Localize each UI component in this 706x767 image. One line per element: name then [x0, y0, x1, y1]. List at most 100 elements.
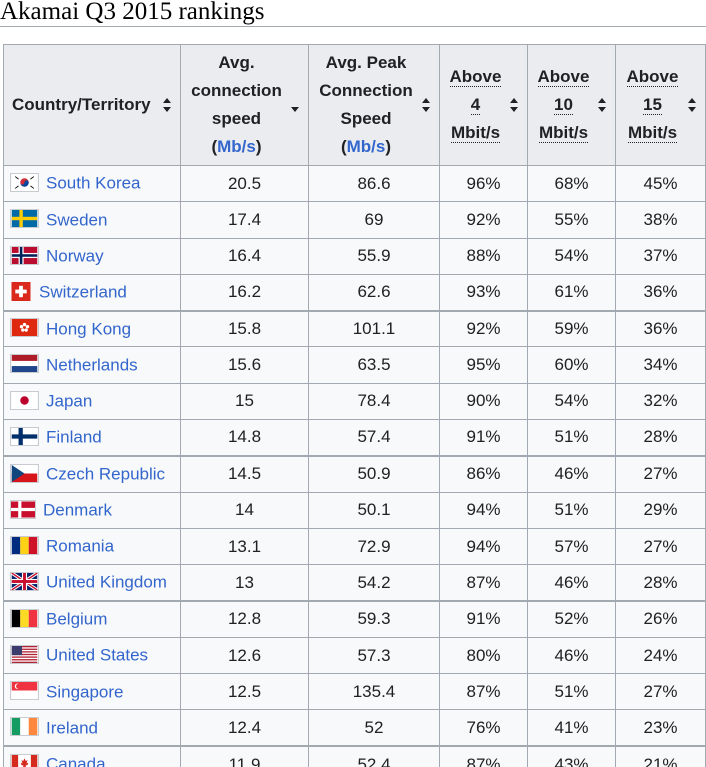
- above15-header-line: 15: [643, 95, 662, 115]
- hong-kong-flag-icon: [10, 318, 39, 338]
- avg-speed-cell: 14.5: [180, 454, 309, 493]
- above-10-cell: 59%: [527, 309, 616, 348]
- avg-speed-cell: 15.8: [180, 309, 309, 348]
- country-link[interactable]: Netherlands: [46, 355, 138, 375]
- country-link[interactable]: Czech Republic: [46, 464, 166, 484]
- sort-icon[interactable]: [422, 98, 431, 112]
- paren: (: [340, 137, 347, 156]
- sort-icon[interactable]: [598, 98, 607, 112]
- peak-speed-cell: 62.6: [308, 273, 440, 312]
- country-link[interactable]: Ireland: [46, 718, 98, 738]
- country-cell: South Korea: [3, 164, 181, 203]
- avg-speed-column-header[interactable]: Avg. connection speed (Mb/s): [180, 44, 309, 166]
- peak-speed-cell: 50.1: [308, 491, 440, 529]
- peak-header-line: Connection: [319, 81, 413, 100]
- japan-flag-icon: [10, 390, 39, 410]
- mbs-link[interactable]: Mb/s: [217, 137, 256, 156]
- above10-header-line: Above: [537, 67, 590, 87]
- above-15-cell: 26%: [615, 600, 706, 638]
- above-4-cell: 96%: [439, 164, 528, 203]
- above-15-column-header[interactable]: Above 15 Mbit/s: [615, 44, 706, 166]
- above-15-cell: 27%: [615, 454, 706, 493]
- country-link[interactable]: South Korea: [46, 173, 141, 193]
- country-cell: Czech Republic: [3, 454, 181, 493]
- above10-header-line: 10: [554, 95, 573, 115]
- country-cell: Switzerland: [3, 273, 181, 312]
- avg-speed-cell: 15: [180, 382, 309, 421]
- above-15-cell: 29%: [615, 491, 706, 529]
- avg-speed-cell: 20.5: [180, 164, 309, 203]
- above-10-cell: 54%: [527, 382, 616, 421]
- above-4-column-header[interactable]: Above 4 Mbit/s: [439, 44, 528, 166]
- above4-header-line: Mbit/s: [450, 123, 501, 143]
- country-link[interactable]: Denmark: [43, 500, 112, 520]
- avg-speed-cell: 13: [180, 564, 309, 602]
- above-4-cell: 87%: [439, 564, 528, 602]
- country-link[interactable]: Singapore: [46, 682, 124, 702]
- peak-speed-cell: 57.4: [308, 419, 440, 457]
- country-cell: Hong Kong: [3, 309, 181, 348]
- czech-republic-flag-icon: [10, 463, 39, 483]
- peak-speed-cell: 72.9: [308, 527, 440, 566]
- table-row: Canada 11.9 52.4 87% 43% 21%: [3, 745, 706, 767]
- norway-flag-icon: [10, 245, 39, 265]
- above-4-cell: 94%: [439, 491, 528, 529]
- above-4-cell: 80%: [439, 636, 528, 675]
- avg-speed-cell: 17.4: [180, 201, 309, 239]
- above4-header-line: 4: [470, 95, 481, 115]
- country-cell: Japan: [3, 382, 181, 421]
- country-link[interactable]: United Kingdom: [46, 572, 167, 592]
- above15-header-line: Mbit/s: [627, 123, 678, 143]
- country-link[interactable]: United States: [46, 645, 149, 665]
- avg-speed-cell: 12.5: [180, 673, 309, 711]
- country-link[interactable]: Hong Kong: [46, 319, 132, 339]
- country-link[interactable]: Switzerland: [39, 282, 127, 302]
- country-column-header[interactable]: Country/Territory: [3, 44, 181, 166]
- country-link[interactable]: Sweden: [46, 210, 108, 230]
- table-row: South Korea 20.5 86.6 96% 68% 45%: [3, 164, 706, 203]
- table-row: Singapore 12.5 135.4 87% 51% 27%: [3, 673, 706, 711]
- above-15-cell: 23%: [615, 709, 706, 747]
- avg-speed-cell: 16.2: [180, 273, 309, 312]
- mbs-link[interactable]: Mb/s: [346, 137, 386, 156]
- above-10-cell: 41%: [527, 709, 616, 747]
- sort-icon[interactable]: [163, 98, 172, 112]
- country-cell: Ireland: [3, 709, 181, 747]
- peak-speed-cell: 52.4: [308, 745, 440, 767]
- above-15-cell: 36%: [615, 309, 706, 348]
- above-15-cell: 38%: [615, 201, 706, 239]
- country-link[interactable]: Canada: [46, 754, 106, 767]
- peak-speed-cell: 59.3: [308, 600, 440, 638]
- sort-icon[interactable]: [688, 98, 697, 112]
- page-heading: Akamai Q3 2015 rankings: [0, 0, 265, 25]
- above-15-cell: 45%: [615, 164, 706, 203]
- country-link[interactable]: Romania: [46, 536, 115, 556]
- country-link[interactable]: Finland: [46, 427, 102, 447]
- above-4-cell: 95%: [439, 346, 528, 384]
- above-10-cell: 54%: [527, 237, 616, 275]
- above-15-cell: 32%: [615, 382, 706, 421]
- sort-descending-icon[interactable]: [291, 98, 300, 112]
- peak-speed-cell: 50.9: [308, 454, 440, 493]
- above-4-cell: 92%: [439, 201, 528, 239]
- above-15-cell: 21%: [615, 745, 706, 767]
- above-4-cell: 87%: [439, 673, 528, 711]
- table-row: United States 12.6 57.3 80% 46% 24%: [3, 636, 706, 675]
- sort-icon[interactable]: [510, 98, 519, 112]
- united-kingdom-flag-icon: [10, 571, 39, 591]
- country-link[interactable]: Belgium: [46, 609, 108, 629]
- rankings-table: Country/Territory Avg. connection speed …: [3, 44, 706, 767]
- country-cell: Finland: [3, 419, 181, 457]
- avg-speed-cell: 12.6: [180, 636, 309, 675]
- country-cell: Norway: [3, 237, 181, 275]
- above-10-column-header[interactable]: Above 10 Mbit/s: [527, 44, 616, 166]
- above-10-cell: 52%: [527, 600, 616, 638]
- avg-speed-cell: 14: [180, 491, 309, 529]
- above-15-cell: 28%: [615, 564, 706, 602]
- above-10-cell: 46%: [527, 564, 616, 602]
- peak-speed-column-header[interactable]: Avg. Peak Connection Speed (Mb/s): [308, 44, 440, 166]
- united-states-flag-icon: [10, 644, 39, 664]
- country-link[interactable]: Norway: [46, 246, 104, 266]
- canada-flag-icon: [10, 753, 39, 767]
- country-link[interactable]: Japan: [46, 391, 93, 411]
